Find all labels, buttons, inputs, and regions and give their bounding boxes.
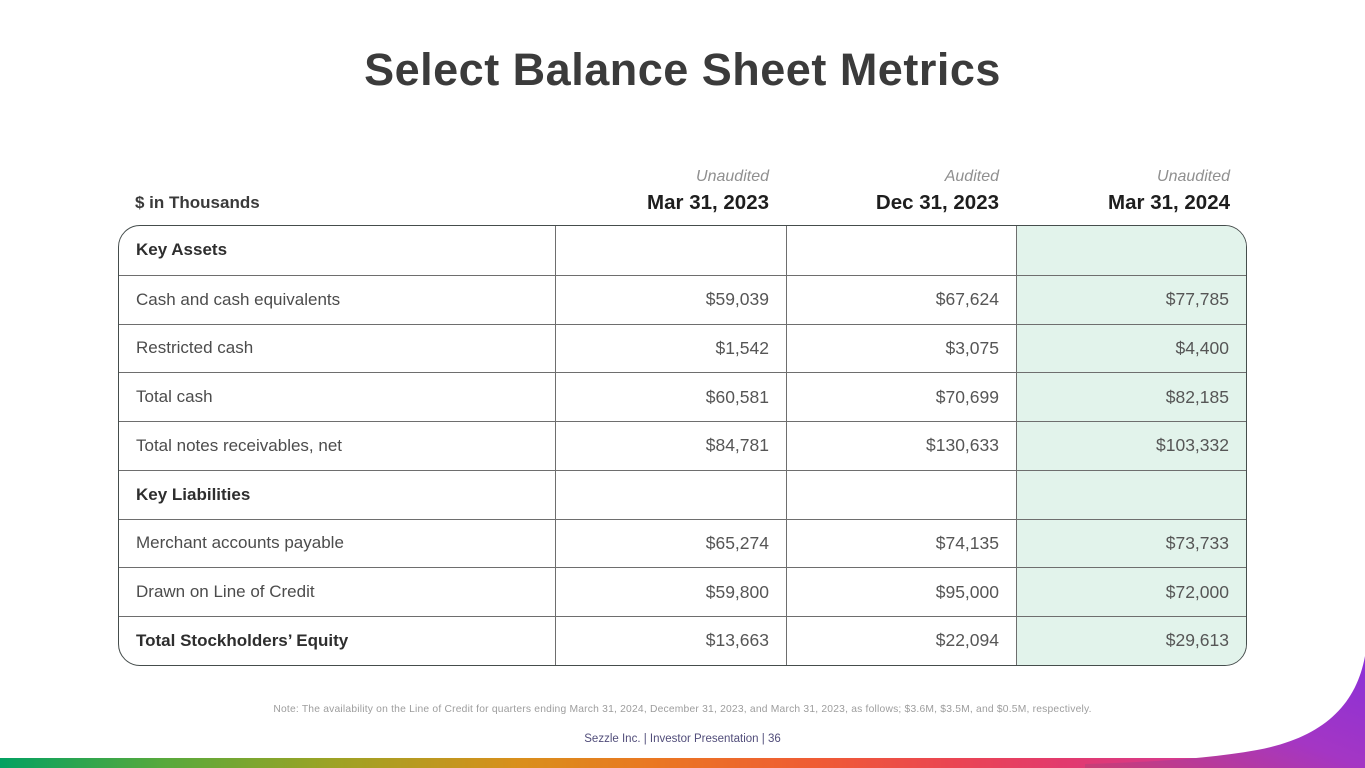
row-value: $82,185 (1016, 373, 1246, 421)
row-value (1016, 470, 1246, 519)
row-label: Total cash (136, 387, 213, 407)
column-header-mar-2023: Unaudited Mar 31, 2023 (555, 168, 786, 225)
table-row: Total Stockholders’ Equity $13,663 $22,094… (119, 616, 1246, 665)
row-value: $67,624 (786, 275, 1016, 324)
row-value: $3,075 (786, 324, 1016, 373)
row-label: Total Stockholders’ Equity (136, 630, 349, 650)
row-label: Key Assets (136, 240, 228, 260)
row-value (786, 470, 1016, 519)
row-label: Restricted cash (136, 338, 254, 358)
row-value (1016, 226, 1246, 275)
page-title: Select Balance Sheet Metrics (364, 44, 1001, 95)
row-value: $22,094 (786, 617, 1016, 665)
column-date-label: Mar 31, 2024 (1108, 191, 1230, 214)
row-label: Merchant accounts payable (136, 533, 344, 553)
table-row: Restricted cash $1,542 $3,075 $4,400 (119, 323, 1246, 373)
row-value: $130,633 (786, 422, 1016, 470)
row-value: $70,699 (786, 373, 1016, 421)
row-value: $84,781 (555, 422, 786, 470)
table-column-headers: $ in Thousands Unaudited Mar 31, 2023 Au… (118, 148, 1247, 225)
gradient-bar (0, 758, 1365, 768)
row-value: $59,800 (555, 568, 786, 616)
row-value: $1,542 (555, 324, 786, 373)
row-value (555, 470, 786, 519)
footnote: Note: The availability on the Line of Cr… (273, 704, 1092, 715)
row-label: Key Liabilities (136, 484, 251, 504)
row-value: $103,332 (1016, 422, 1246, 470)
column-header-mar-2024: Unaudited Mar 31, 2024 (1016, 168, 1247, 225)
column-header-dec-2023: Audited Dec 31, 2023 (786, 168, 1016, 225)
row-value: $60,581 (555, 373, 786, 421)
row-value: $73,733 (1016, 519, 1246, 568)
row-value: $95,000 (786, 568, 1016, 616)
table-row: Merchant accounts payable $65,274 $74,135 $… (119, 518, 1246, 568)
row-label: Total notes receivables, net (136, 435, 343, 455)
row-value: $74,135 (786, 519, 1016, 568)
balance-sheet-table: Key Assets Cash and cash equivalents $59,0… (118, 225, 1247, 666)
table-row: Key Liabilities (119, 469, 1246, 519)
table-row: Total notes receivables, net $84,781 $130,… (119, 421, 1246, 470)
row-value: $59,039 (555, 275, 786, 324)
row-value: $13,663 (555, 617, 786, 665)
column-date-label: Dec 31, 2023 (875, 191, 999, 214)
table-row: Cash and cash equivalents $59,039 $67,624 $… (119, 274, 1246, 324)
column-date-label: Mar 31, 2023 (647, 191, 769, 214)
row-value: $65,274 (555, 519, 786, 568)
table-row: Key Assets (119, 226, 1246, 275)
row-value (555, 226, 786, 275)
audit-status-label: Unaudited (696, 168, 769, 185)
slide-footer: Sezzle Inc. | Investor Presentation | 36 (584, 733, 781, 745)
audit-status-label: Audited (944, 168, 999, 185)
row-value: $72,000 (1016, 568, 1246, 616)
audit-status-label: Unaudited (1157, 168, 1230, 185)
row-value: $77,785 (1016, 275, 1246, 324)
table-row: Total cash $60,581 $70,699 $82,185 (119, 372, 1246, 421)
row-value: $29,613 (1016, 617, 1246, 665)
row-label: Cash and cash equivalents (136, 289, 341, 309)
units-label: $ in Thousands (135, 193, 260, 212)
table-row: Drawn on Line of Credit $59,800 $95,000 $72… (119, 567, 1246, 616)
row-value: $4,400 (1016, 324, 1246, 373)
row-value (786, 226, 1016, 275)
row-label: Drawn on Line of Credit (136, 582, 315, 602)
